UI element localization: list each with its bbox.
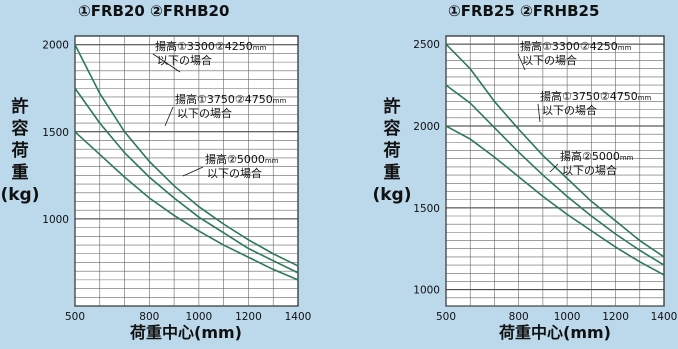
chart1-series-2-annotation: 揚高①3750②4750mm xyxy=(175,92,287,106)
chart2-y-tick-label: 1000 xyxy=(413,285,440,297)
chart1-series-1-line xyxy=(74,44,299,267)
chart2-y-tick-label: 2500 xyxy=(413,39,440,51)
chart2-x-tick-label: 1400 xyxy=(651,311,678,323)
chart2-series-1-annotation-line2: 以下の場合 xyxy=(522,53,577,67)
chart2-series-1-leader xyxy=(517,53,526,71)
chart1-x-tick-label: 1200 xyxy=(235,311,262,323)
chart1-series-1-annotation-line2: 以下の場合 xyxy=(157,53,212,67)
chart1-series-3-leader xyxy=(182,166,204,177)
chart1-y-axis-label: 許容荷重(kg) xyxy=(0,96,39,205)
chart2-series-3-annotation-line2: 以下の場合 xyxy=(562,163,617,177)
chart2-series-1-annotation: 揚高①3300②4250mm xyxy=(520,39,632,53)
chart1-title: ①FRB20 ②FRHB20 xyxy=(78,2,229,20)
chart2-plot-area xyxy=(445,35,665,307)
chart1-x-axis-label: 荷重中心(mm) xyxy=(130,323,242,342)
chart1-series-3-annotation: 揚高②5000mm xyxy=(205,152,279,166)
chart1-series-1-leader xyxy=(152,53,181,73)
chart1-series-2-leader xyxy=(164,106,174,127)
chart2-x-tick-label: 800 xyxy=(509,311,529,323)
chart1-series-2-annotation-line2: 以下の場合 xyxy=(177,106,232,120)
chart2-y-tick-label: 1500 xyxy=(413,203,440,215)
chart1-x-tick-label: 800 xyxy=(139,311,159,323)
chart1-y-tick-label: 2000 xyxy=(42,40,69,52)
chart2-series-2-leader xyxy=(537,103,541,123)
chart2-x-tick-label: 500 xyxy=(436,311,456,323)
chart1-series-3-line xyxy=(74,131,299,281)
chart1-series-1-annotation: 揚高①3300②4250mm xyxy=(155,39,267,53)
chart2-x-axis-label: 荷重中心(mm) xyxy=(499,323,611,342)
chart2-x-tick-label: 1200 xyxy=(602,311,629,323)
chart2-y-axis-label: 許容荷重(kg) xyxy=(372,96,411,205)
chart2-title: ①FRB25 ②FRHB25 xyxy=(448,2,599,20)
chart2-x-tick-label: 1000 xyxy=(554,311,581,323)
chart1-series-3-annotation-line2: 以下の場合 xyxy=(207,166,262,180)
chart1-y-tick-label: 1500 xyxy=(42,127,69,139)
chart1-plot-area xyxy=(74,35,299,307)
chart1-y-tick-label: 1000 xyxy=(42,214,69,226)
chart1-x-tick-label: 1000 xyxy=(186,311,213,323)
chart2-series-2-annotation: 揚高①3750②4750mm xyxy=(540,89,652,103)
chart2-series-3-leader xyxy=(549,163,559,173)
chart2-series-2-line xyxy=(445,84,665,266)
chart1-x-tick-label: 500 xyxy=(65,311,85,323)
chart2-y-tick-label: 2000 xyxy=(413,121,440,133)
chart2-series-3-annotation: 揚高②5000mm xyxy=(560,149,634,163)
chart1-series-2-line xyxy=(74,87,299,274)
chart2-series-3-line xyxy=(445,125,665,276)
chart1-x-tick-label: 1400 xyxy=(285,311,312,323)
chart2-series-2-annotation-line2: 以下の場合 xyxy=(542,103,597,117)
